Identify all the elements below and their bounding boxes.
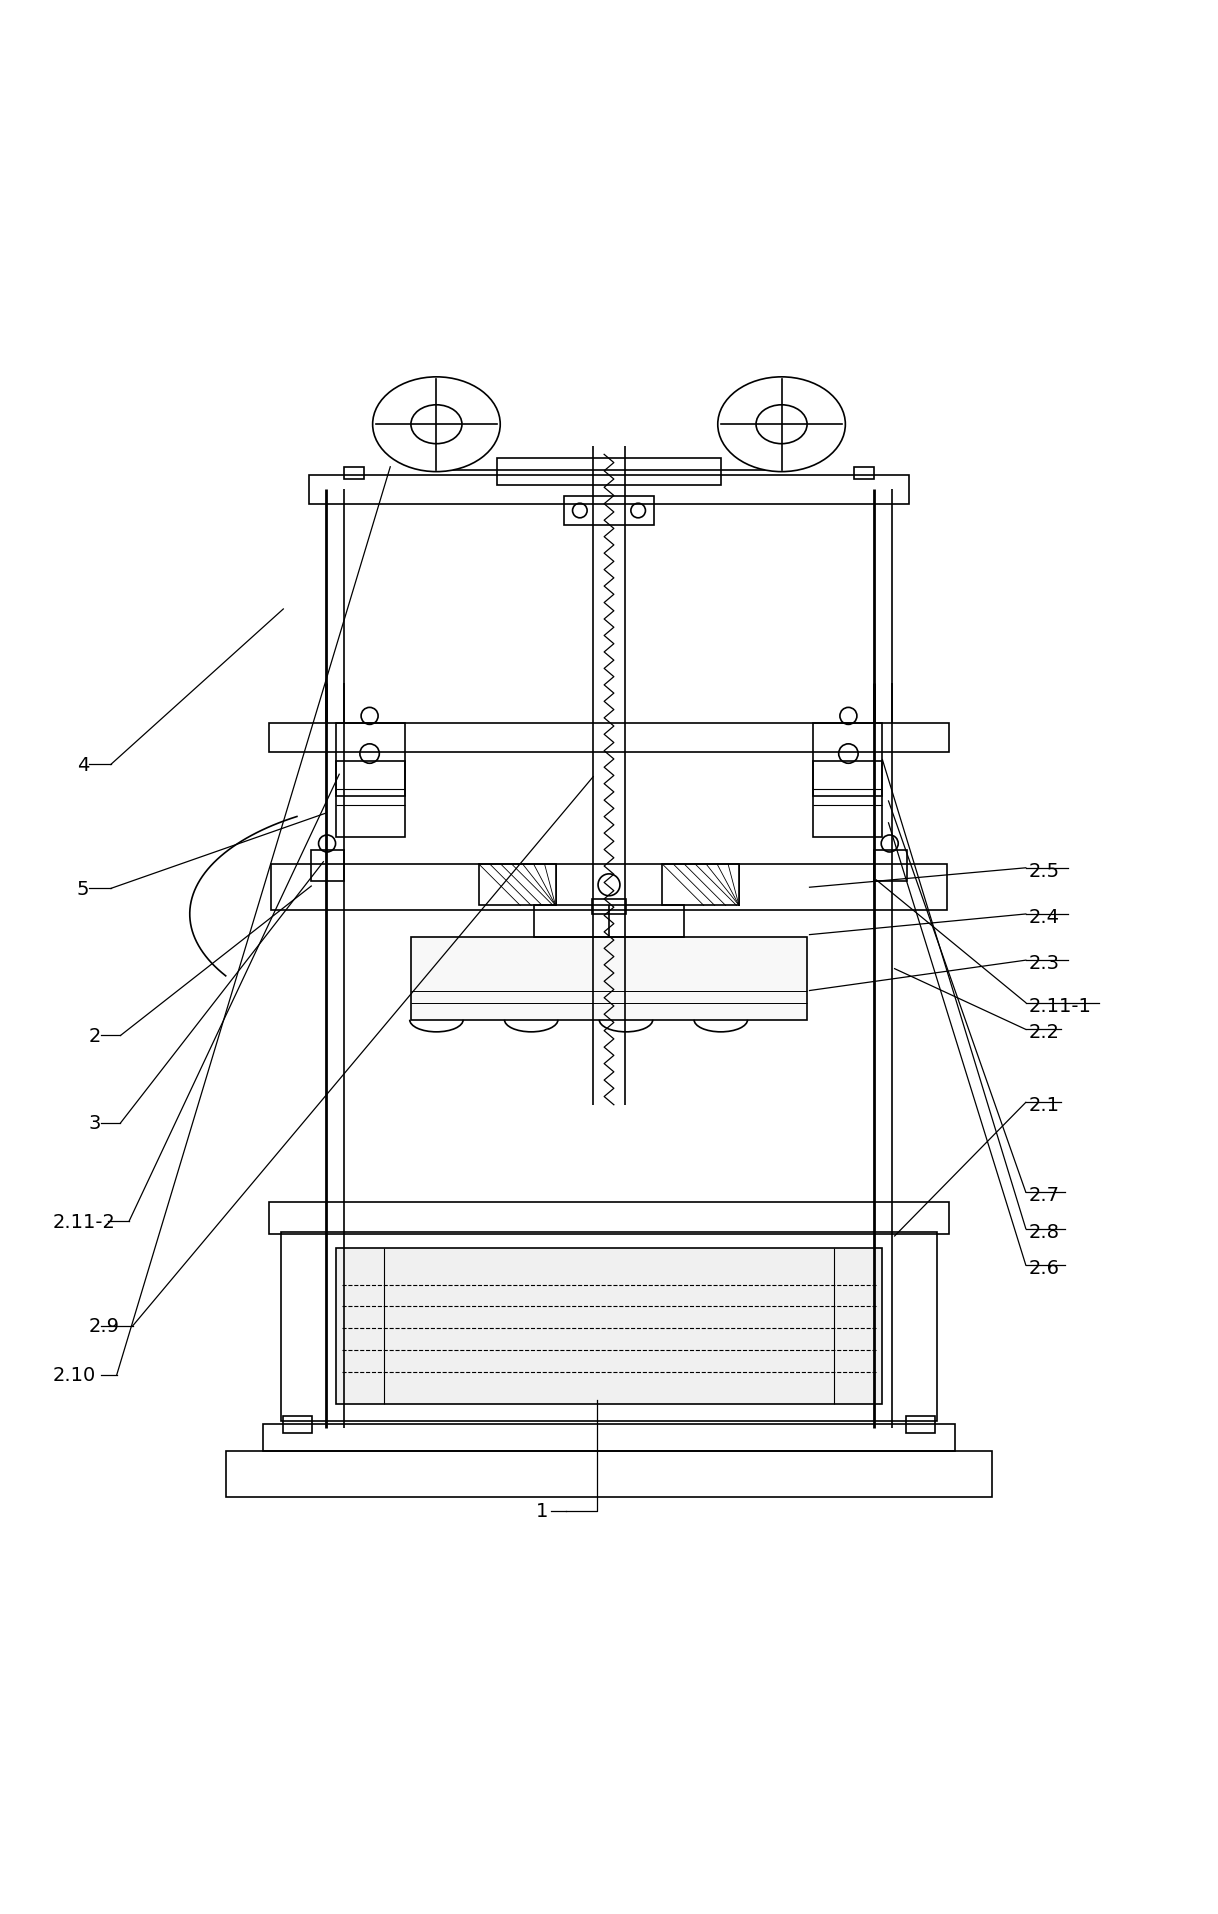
Bar <box>855 467 875 480</box>
Bar <box>272 865 946 911</box>
Bar <box>336 723 404 796</box>
Bar <box>533 905 685 938</box>
Bar <box>269 1202 949 1235</box>
Bar <box>814 723 882 796</box>
Bar <box>269 723 949 752</box>
Text: 3: 3 <box>89 1114 101 1133</box>
Ellipse shape <box>717 377 845 473</box>
Bar <box>564 496 654 526</box>
Bar <box>309 477 909 505</box>
Bar <box>263 1424 955 1451</box>
Ellipse shape <box>373 377 501 473</box>
Bar <box>875 850 906 882</box>
Text: 2.11-2: 2.11-2 <box>52 1212 116 1231</box>
Text: 4: 4 <box>77 756 89 775</box>
Text: 2.6: 2.6 <box>1028 1257 1060 1277</box>
Text: 2.7: 2.7 <box>1028 1185 1060 1204</box>
Bar <box>336 1248 882 1405</box>
Text: 1: 1 <box>536 1501 548 1520</box>
Bar <box>227 1451 991 1497</box>
Bar <box>905 1416 934 1434</box>
Text: 2.11-1: 2.11-1 <box>1028 995 1091 1014</box>
Bar <box>343 467 363 480</box>
Text: 2.4: 2.4 <box>1028 907 1060 926</box>
Text: 2.3: 2.3 <box>1028 953 1060 972</box>
Text: 2: 2 <box>89 1026 101 1045</box>
Text: 2.8: 2.8 <box>1028 1221 1060 1240</box>
Bar <box>592 900 626 915</box>
Bar <box>312 850 343 882</box>
Bar <box>281 1233 937 1420</box>
Text: 2.1: 2.1 <box>1028 1095 1060 1114</box>
Bar <box>336 762 404 838</box>
Bar <box>814 762 882 838</box>
Bar <box>497 459 721 486</box>
Bar <box>284 1416 313 1434</box>
Text: 2.5: 2.5 <box>1028 861 1060 880</box>
Bar <box>410 938 808 1020</box>
Text: 2.2: 2.2 <box>1028 1022 1060 1041</box>
Text: 5: 5 <box>77 880 89 898</box>
Text: 2.9: 2.9 <box>89 1317 119 1336</box>
Text: 2.10: 2.10 <box>52 1365 96 1384</box>
